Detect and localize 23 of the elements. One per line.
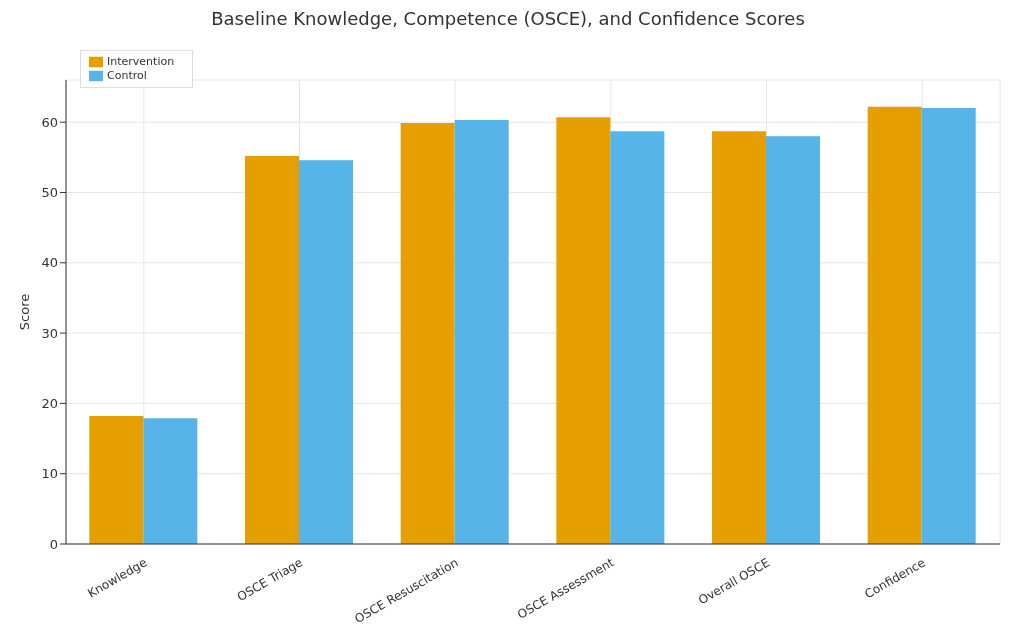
y-tick-label: 60 [41, 114, 58, 130]
chart-title: Baseline Knowledge, Competence (OSCE), and Confidence Scores [210, 8, 806, 31]
bar [143, 418, 198, 544]
y-tick-label: 10 [41, 466, 58, 482]
y-tick-label: 50 [41, 185, 58, 201]
bar [454, 120, 509, 544]
legend-label: Control [107, 69, 147, 82]
y-tick-label: 20 [41, 396, 58, 412]
bar [921, 108, 976, 544]
y-tick-label: 0 [49, 536, 58, 552]
y-tick-label: 40 [41, 255, 58, 271]
y-axis-title: Score [16, 293, 32, 331]
bar [556, 117, 611, 544]
bar [712, 131, 767, 544]
bar [89, 416, 144, 544]
bar [610, 131, 665, 544]
y-tick-label: 30 [41, 325, 58, 341]
legend-label: Intervention [107, 55, 175, 68]
bar [245, 155, 300, 544]
bar [299, 160, 354, 544]
bar [766, 136, 821, 544]
bar [867, 106, 922, 544]
bar [400, 122, 455, 544]
